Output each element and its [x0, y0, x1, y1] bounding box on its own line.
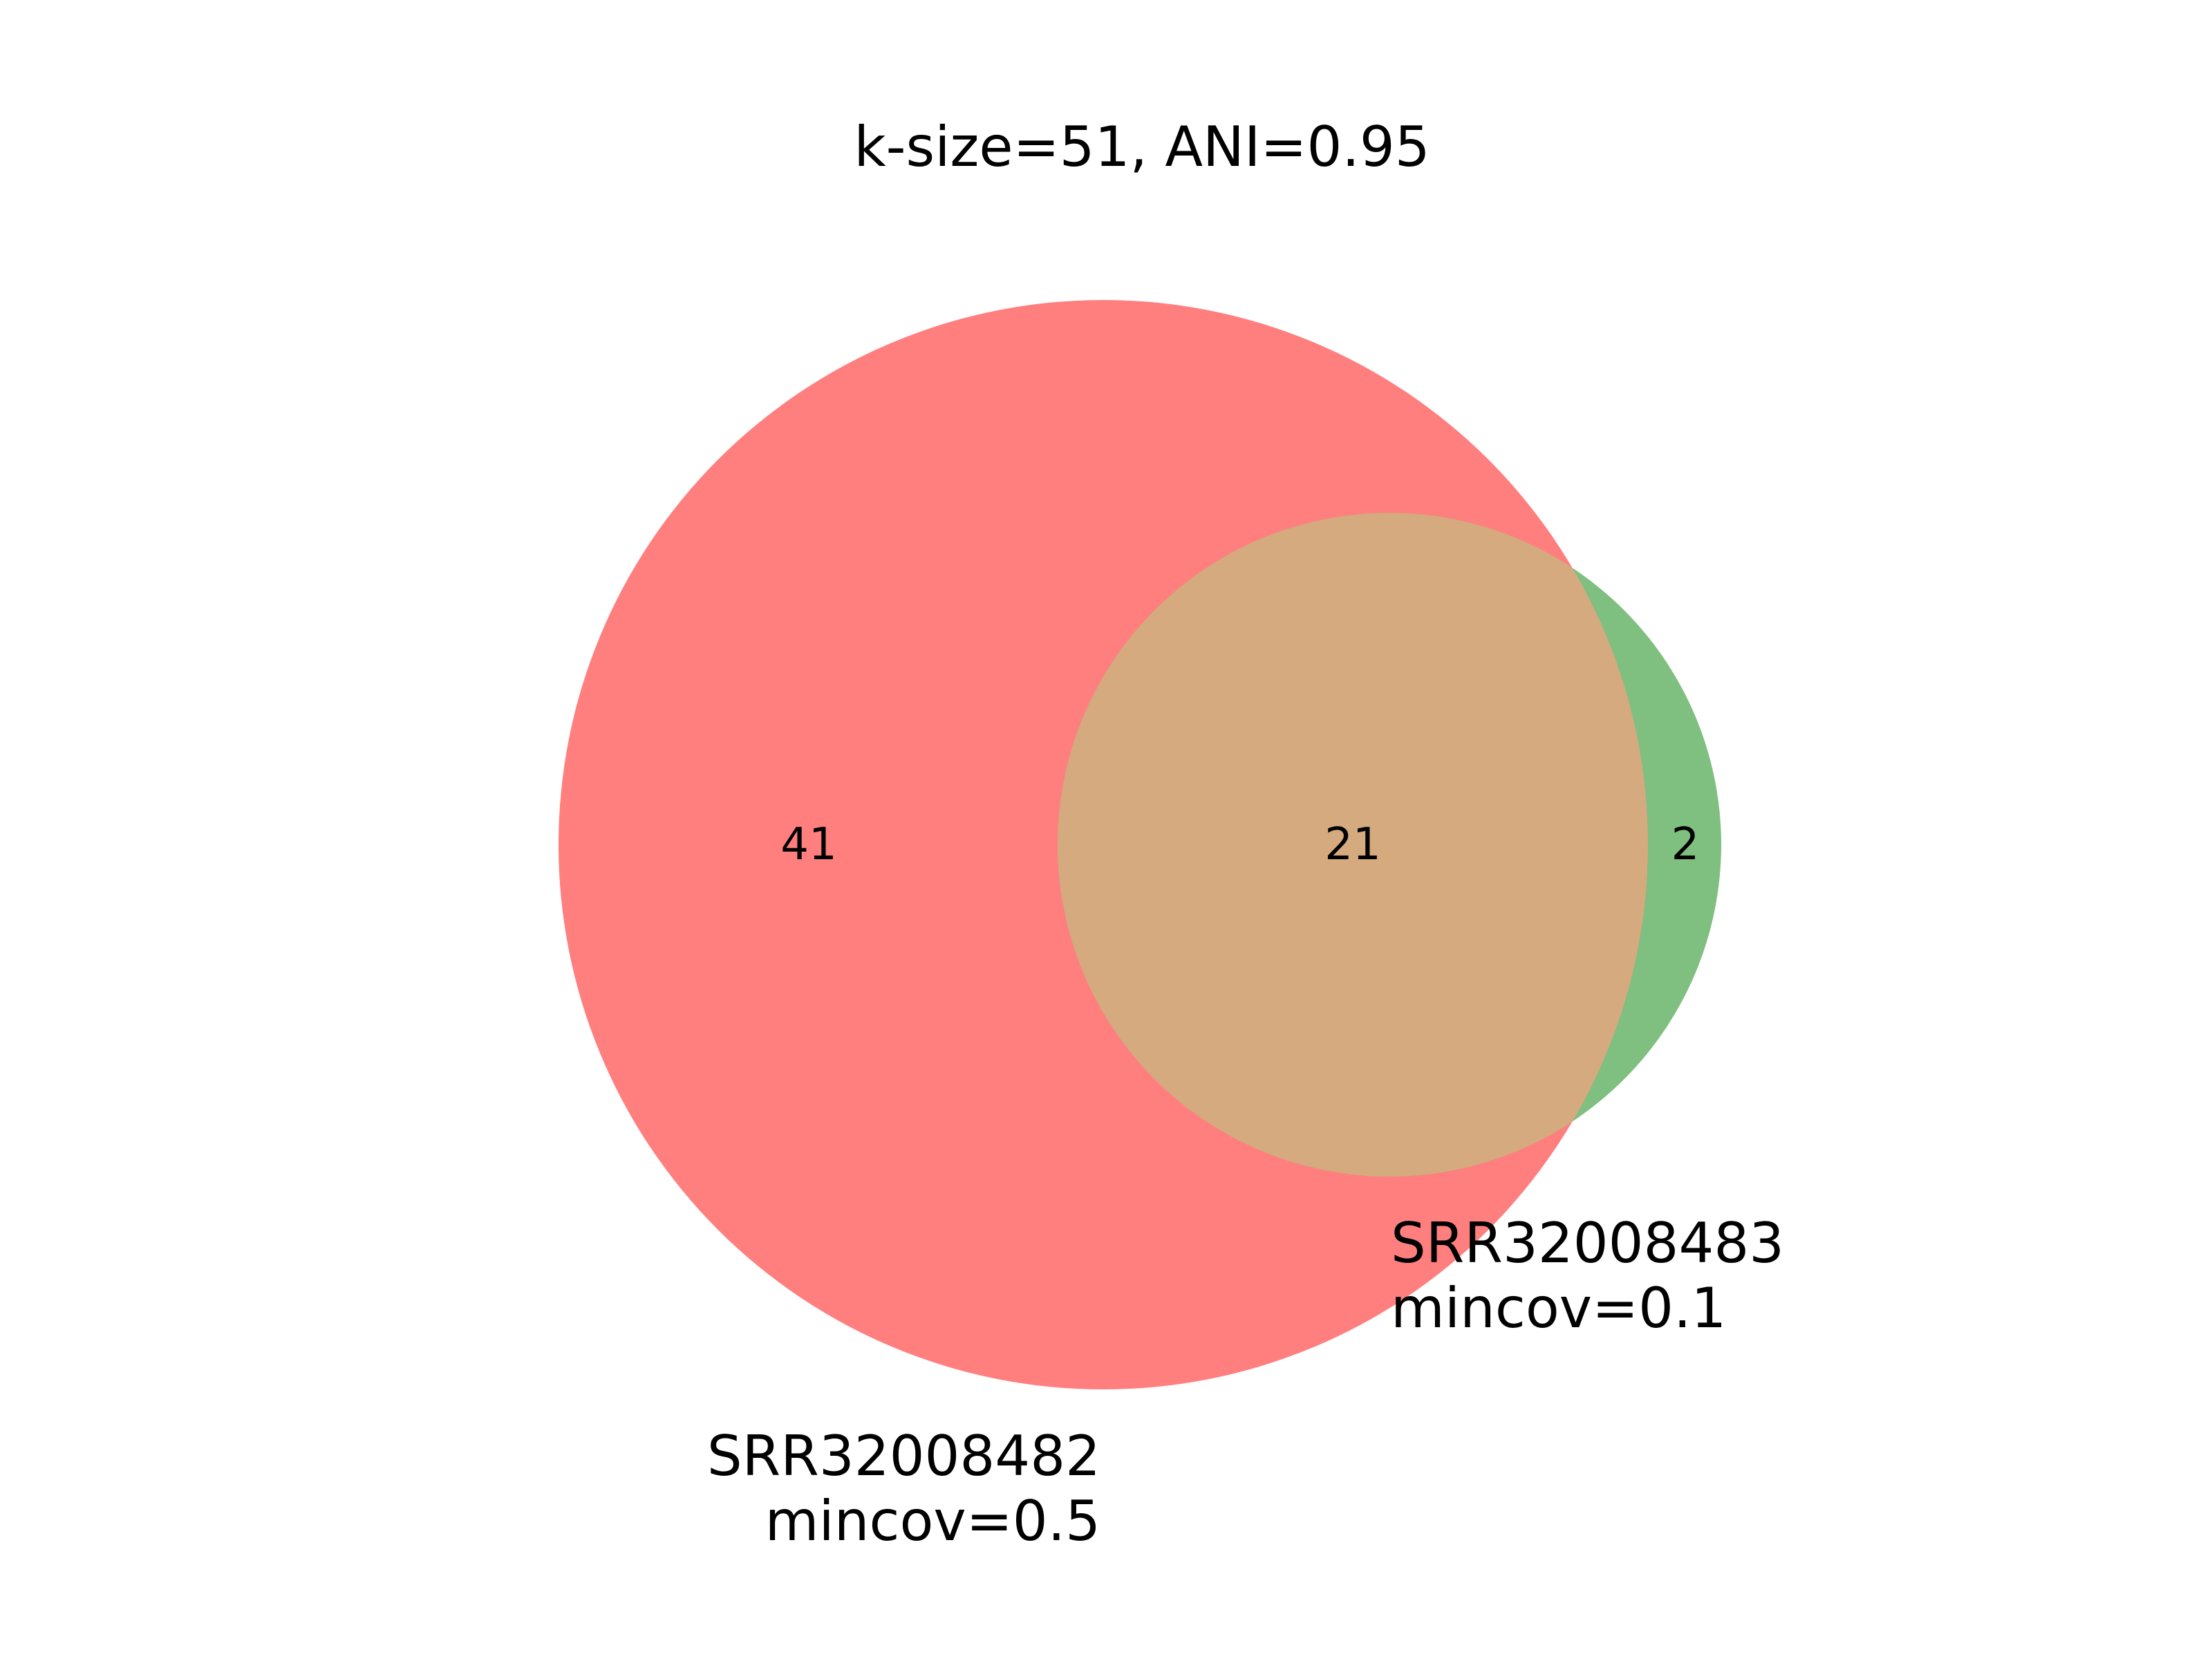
set-a-only-count: 41	[780, 819, 836, 870]
intersection-region	[1058, 513, 1648, 1177]
diagram-title: k-size=51, ANI=0.95	[854, 115, 1430, 179]
set-b-name-label: SRR32008483	[1391, 1211, 1784, 1275]
set-b-subtitle-label: mincov=0.1	[1391, 1276, 1726, 1340]
set-a-subtitle-label: mincov=0.5	[765, 1489, 1100, 1553]
intersection-count: 21	[1324, 819, 1380, 870]
set-b-only-count: 2	[1671, 819, 1700, 870]
set-a-name-label: SRR32008482	[707, 1424, 1100, 1488]
